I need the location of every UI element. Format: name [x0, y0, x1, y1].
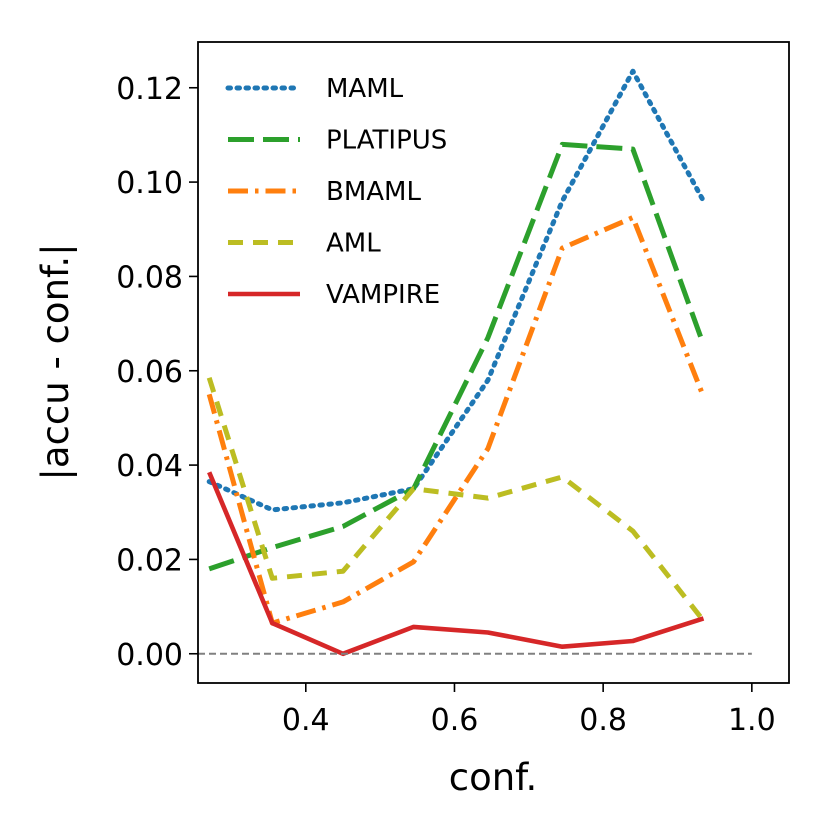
y-tick-label: 0.02 — [116, 543, 183, 578]
legend: MAML PLATIPUS BMAML AML VAMPIRE — [225, 74, 447, 310]
y-tick-label: 0.06 — [116, 355, 183, 390]
series-line-bmaml — [206, 215, 706, 626]
y-tick-label: 0.12 — [116, 72, 183, 107]
x-tick-label: 0.8 — [579, 703, 627, 738]
legend-label-maml: MAML — [326, 74, 404, 104]
x-tick-label: 0.6 — [431, 703, 479, 738]
y-tick-label: 0.08 — [116, 260, 183, 295]
y-tick-label: 0.10 — [116, 166, 183, 201]
x-tick-label: 0.4 — [282, 703, 330, 738]
y-axis-label: |accu - conf.| — [34, 243, 77, 480]
series-line-vampire — [207, 471, 705, 657]
x-axis: 0.4 0.6 0.8 1.0 — [282, 683, 776, 738]
legend-label-vampire: VAMPIRE — [326, 280, 440, 310]
y-tick-label: 0.00 — [116, 638, 183, 673]
legend-label-platipus: PLATIPUS — [326, 126, 447, 156]
series-line-maml — [206, 68, 706, 513]
series-line-aml — [206, 377, 706, 623]
x-axis-label: conf. — [449, 756, 538, 799]
legend-label-aml: AML — [326, 229, 381, 259]
plot-frame — [197, 41, 790, 684]
legend-label-bmaml: BMAML — [326, 177, 421, 207]
y-axis: 0.00 0.02 0.04 0.06 0.08 0.10 0.12 — [116, 72, 198, 673]
series-line-platipus — [208, 141, 706, 572]
series-layer — [206, 68, 706, 657]
y-tick-label: 0.04 — [116, 449, 183, 484]
x-tick-label: 1.0 — [728, 703, 776, 738]
